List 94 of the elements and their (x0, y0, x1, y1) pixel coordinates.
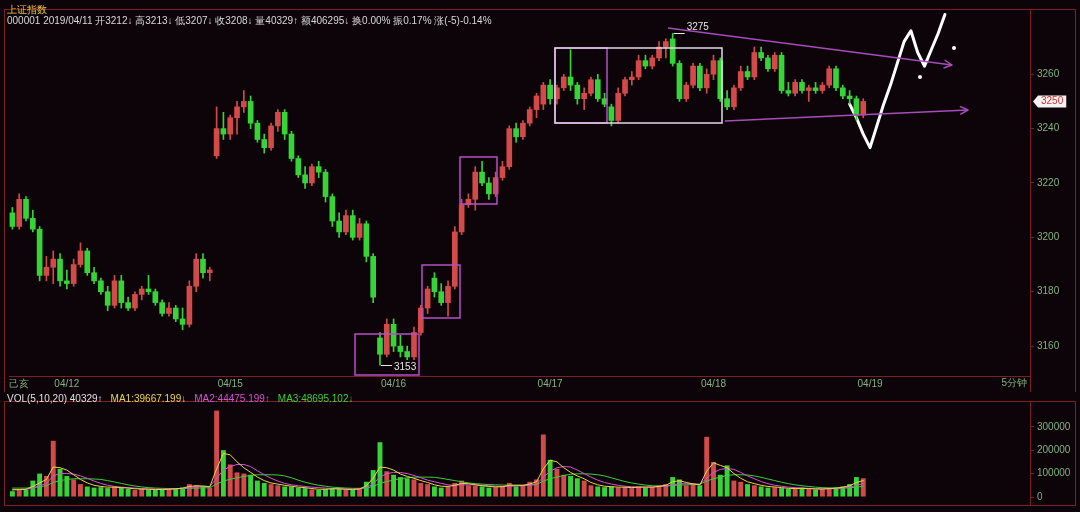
y-tick-label: 3240 (1037, 122, 1060, 134)
x-tick-label: 04/12 (54, 377, 80, 389)
bar (84, 486, 90, 497)
bar (207, 487, 213, 497)
bar (683, 485, 689, 497)
bar (50, 440, 56, 497)
bar (350, 489, 356, 497)
text: 3250 (1041, 95, 1064, 107)
bar (118, 487, 124, 497)
bar (731, 480, 737, 497)
bar (9, 491, 15, 497)
bar (289, 486, 294, 497)
bar (785, 488, 791, 497)
x-tick-label: 04/19 (857, 377, 883, 389)
x-tick-label: 己亥 (9, 377, 30, 389)
bar (690, 484, 696, 497)
bar (384, 471, 390, 497)
bar (574, 478, 580, 497)
text: 5分钟 (1001, 376, 1027, 388)
bar (642, 487, 648, 497)
bar (649, 487, 655, 497)
chart-title: 上证指数 (7, 3, 47, 15)
bar (425, 484, 431, 497)
bar (615, 487, 621, 497)
bar (16, 489, 22, 497)
text: 000001 2019/04/11 开3212↓ 高3213↓ 低3207↓ 收3208↓ 量40329↑ 额406295↓ 换0.00% 振0.17% 涨(-5)-0.14% (7, 14, 492, 26)
bar (261, 482, 267, 497)
bar (146, 489, 151, 497)
text: MA2:44475.199↑ (194, 392, 270, 404)
annotation: 3153 (393, 360, 417, 372)
candlestick (805, 84, 812, 102)
bar (214, 410, 220, 497)
annotation: 3275 (686, 21, 710, 33)
bar (438, 487, 444, 497)
bar (520, 485, 526, 497)
bar (554, 468, 560, 497)
bar (132, 489, 138, 497)
bar (751, 485, 757, 497)
bar (254, 480, 260, 497)
bar (282, 486, 288, 497)
y-tick-label: 300000 (1037, 420, 1071, 432)
bar (561, 474, 567, 497)
x-tick-label: 04/15 (217, 377, 244, 389)
bar (302, 488, 308, 497)
bar (78, 484, 83, 497)
text: MA1:39667.199↓ (110, 392, 187, 404)
bar (152, 489, 158, 497)
bar (343, 489, 349, 497)
bar (125, 488, 131, 497)
chart-title: VOL(5,10,20) 40329↑ (7, 392, 103, 404)
y-tick-label: 200000 (1037, 443, 1071, 455)
bar (71, 479, 77, 497)
candlestick (206, 266, 213, 282)
bar (704, 436, 710, 497)
bar (159, 489, 165, 497)
y-tick-label: 3160 (1037, 339, 1060, 351)
bar (105, 488, 111, 497)
bar (806, 488, 812, 497)
bar (813, 489, 819, 497)
candlestick (64, 269, 70, 290)
x-tick-label: 04/18 (700, 377, 727, 389)
bar (418, 482, 424, 497)
bar (697, 485, 703, 497)
bar (316, 489, 322, 497)
bar (772, 487, 778, 497)
y-tick-label: 3260 (1037, 67, 1060, 79)
bar (227, 464, 233, 497)
y-tick-label: 0 (1037, 490, 1043, 502)
bar (629, 488, 635, 497)
bar (581, 480, 587, 497)
y-tick-label: 3200 (1037, 231, 1060, 243)
bar (745, 484, 750, 497)
y-tick-label: 3220 (1037, 176, 1060, 188)
bar (472, 485, 478, 497)
x-tick-label: 04/16 (381, 377, 407, 389)
candlestick (241, 90, 247, 113)
bar (595, 486, 601, 497)
x-tick-label: 04/17 (537, 377, 564, 389)
bar (309, 489, 315, 497)
bar (241, 473, 247, 497)
y-tick-label: 100000 (1037, 467, 1071, 479)
bar (295, 487, 301, 497)
bar (779, 488, 785, 497)
bar (792, 488, 798, 497)
bar (602, 487, 608, 497)
bar (500, 486, 505, 497)
bar (608, 486, 614, 497)
bar (513, 486, 519, 497)
y-tick-label: 3180 (1037, 285, 1060, 297)
bar (466, 485, 471, 497)
bar (431, 486, 437, 497)
bar (493, 487, 499, 497)
text: MA3:48695.102↓ (277, 392, 354, 404)
bar (738, 481, 744, 497)
